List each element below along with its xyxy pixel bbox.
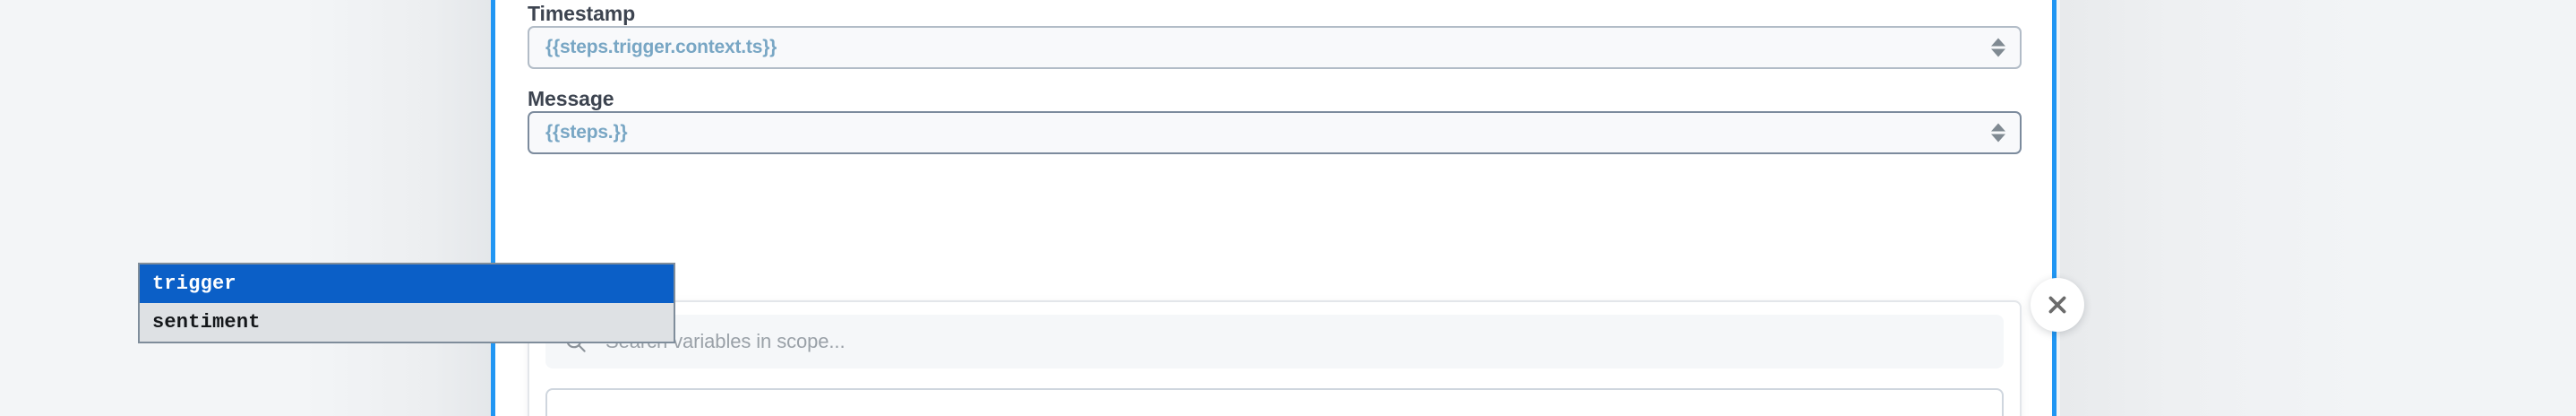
close-button[interactable] <box>2031 278 2084 332</box>
timestamp-expression-input[interactable]: {{steps.trigger.context.ts}} <box>528 26 2022 69</box>
spinner-up-arrow-icon[interactable] <box>1991 38 2005 47</box>
variable-picker-popover: Search variables in scope... <box>528 300 2022 416</box>
page-gutter-right <box>2060 0 2576 416</box>
step-config-panel-inner: Timestamp {{steps.trigger.context.ts}} M… <box>495 0 2052 416</box>
message-field-label: Message <box>528 87 614 110</box>
timestamp-expression-value: {{steps.trigger.context.ts}} <box>545 37 777 57</box>
page-gutter-left <box>0 0 491 416</box>
autocomplete-dropdown[interactable]: trigger sentiment <box>138 263 675 343</box>
autocomplete-option-sentiment[interactable]: sentiment <box>140 303 674 342</box>
message-expression-value: {{steps.}} <box>545 122 628 143</box>
timestamp-field-label: Timestamp <box>528 2 636 25</box>
step-config-panel: Timestamp {{steps.trigger.context.ts}} M… <box>491 0 2057 416</box>
spinner-up-arrow-icon[interactable] <box>1991 123 2005 132</box>
spinner-arrows-icon[interactable] <box>1991 123 2005 143</box>
spinner-down-arrow-icon[interactable] <box>1991 134 2005 143</box>
close-icon <box>2046 293 2069 316</box>
variable-result-item[interactable] <box>545 388 2004 416</box>
spinner-arrows-icon[interactable] <box>1991 38 2005 57</box>
spinner-down-arrow-icon[interactable] <box>1991 48 2005 57</box>
message-expression-input[interactable]: {{steps.}} <box>528 111 2022 154</box>
autocomplete-option-trigger[interactable]: trigger <box>140 264 674 303</box>
variable-search-row[interactable]: Search variables in scope... <box>545 315 2004 368</box>
